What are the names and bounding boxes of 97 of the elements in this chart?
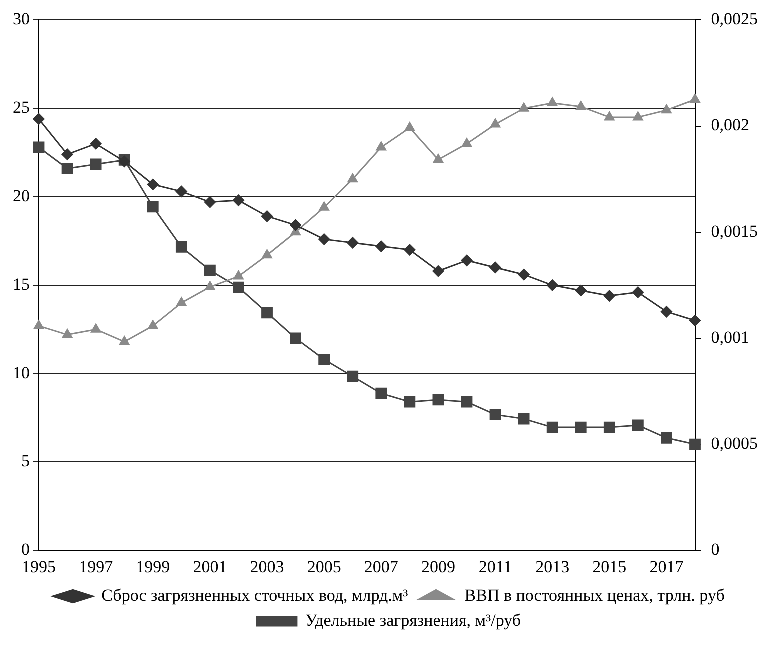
y-tick-label: 5 xyxy=(22,452,30,471)
point xyxy=(347,237,359,249)
point xyxy=(62,329,73,338)
point xyxy=(575,422,587,434)
x-tick-label: 2009 xyxy=(421,557,456,576)
point xyxy=(376,142,386,151)
point xyxy=(461,396,473,408)
point xyxy=(33,142,45,154)
y2-tick-label: 0,001 xyxy=(711,328,750,347)
point xyxy=(176,186,188,198)
x-tick-label: 1995 xyxy=(22,557,56,576)
point xyxy=(490,118,501,128)
x-tick-label: 1997 xyxy=(79,557,114,576)
point xyxy=(318,354,330,366)
point xyxy=(633,112,644,121)
y-tick-label: 0 xyxy=(22,540,30,560)
point xyxy=(662,104,672,114)
legend-label: Сброс загрязненных сточных вод, млрд.м³ xyxy=(102,586,408,605)
point xyxy=(204,196,216,208)
point xyxy=(90,324,102,333)
x-tick-label: 2007 xyxy=(364,557,399,576)
point xyxy=(690,94,700,104)
point xyxy=(262,307,273,319)
point xyxy=(661,432,672,444)
point xyxy=(432,394,444,406)
point xyxy=(33,113,45,125)
point xyxy=(376,388,388,400)
point xyxy=(62,163,74,174)
point xyxy=(690,438,701,450)
point xyxy=(147,201,159,213)
point xyxy=(147,178,159,190)
y-tick-label: 25 xyxy=(13,98,30,118)
x-tick-label: 2011 xyxy=(478,557,512,576)
point xyxy=(576,101,586,110)
point xyxy=(319,202,330,211)
point xyxy=(604,290,616,302)
point xyxy=(518,102,530,112)
point xyxy=(348,174,358,183)
point xyxy=(205,281,216,290)
point xyxy=(548,98,558,107)
point xyxy=(432,266,444,278)
point xyxy=(461,254,473,266)
x-tick-label: 2001 xyxy=(193,557,228,576)
point xyxy=(490,262,502,274)
point xyxy=(233,282,244,294)
y-tick-label: 20 xyxy=(13,186,30,206)
point xyxy=(433,154,444,164)
point xyxy=(404,122,416,132)
point xyxy=(204,264,216,276)
point xyxy=(262,250,272,259)
point xyxy=(518,413,530,425)
y2-tick-label: 0 xyxy=(711,540,720,560)
point xyxy=(518,269,530,281)
point xyxy=(490,409,502,421)
point xyxy=(575,284,587,296)
point xyxy=(232,194,244,206)
point xyxy=(120,336,130,346)
point xyxy=(690,315,701,327)
point xyxy=(660,306,672,318)
x-tick-label: 1999 xyxy=(136,557,170,576)
y-tick-label: 30 xyxy=(13,10,30,29)
y2-tick-label: 0,0005 xyxy=(711,434,758,453)
legend-label: ВВП в постоянных ценах, трлн. руб xyxy=(464,586,725,605)
x-tick-label: 2003 xyxy=(250,557,284,576)
point xyxy=(546,422,558,434)
point xyxy=(290,332,302,344)
point xyxy=(176,297,187,306)
point xyxy=(632,286,644,298)
x-tick-label: 2013 xyxy=(536,557,570,576)
legend-label: Удельные загрязнения, м³/руб xyxy=(305,610,522,630)
point xyxy=(34,320,44,330)
y-tick-label: 15 xyxy=(13,274,30,294)
point xyxy=(404,244,416,256)
point xyxy=(404,396,416,408)
point xyxy=(347,370,359,382)
point xyxy=(62,148,74,160)
y2-tick-label: 0,0015 xyxy=(711,222,758,241)
point xyxy=(604,112,615,121)
y2-tick-label: 0,002 xyxy=(711,116,750,135)
point xyxy=(90,138,102,150)
y-tick-label: 10 xyxy=(13,363,30,382)
point xyxy=(604,422,616,434)
point xyxy=(90,158,102,170)
point xyxy=(462,138,472,148)
point xyxy=(632,420,644,432)
point xyxy=(546,280,558,292)
y2-tick-label: 0,0025 xyxy=(711,10,758,29)
x-tick-label: 2015 xyxy=(592,557,627,576)
point xyxy=(376,240,388,252)
point xyxy=(176,242,188,253)
point xyxy=(262,210,274,222)
point xyxy=(318,234,330,246)
point xyxy=(234,270,244,280)
point xyxy=(148,320,158,330)
x-tick-label: 2005 xyxy=(307,557,342,576)
point xyxy=(290,220,302,232)
x-tick-label: 2017 xyxy=(650,557,684,576)
